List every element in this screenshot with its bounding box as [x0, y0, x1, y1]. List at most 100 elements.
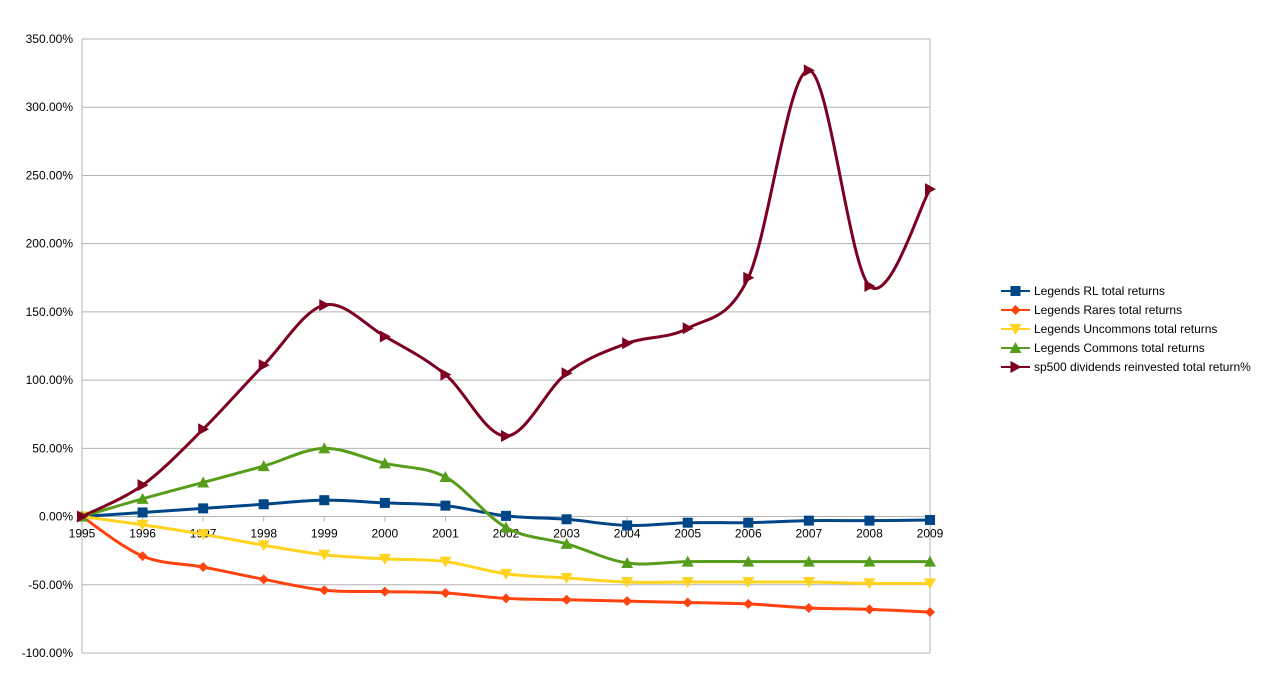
data-point-legends-rares-total-returns — [561, 594, 572, 605]
data-point-legends-commons-total-returns — [621, 556, 634, 568]
data-point-legends-rares-total-returns — [803, 602, 814, 613]
data-point-legends-uncommons-total-returns — [924, 578, 936, 590]
y-tick-label: 250.00% — [26, 168, 74, 182]
data-point-legends-uncommons-total-returns — [621, 577, 634, 589]
data-point-sp500-dividends-reinvested-total-return — [925, 183, 936, 196]
y-tick-label: -100.00% — [22, 646, 74, 660]
legend-entry-legends-rares-total-returns: Legends Rares total returns — [1001, 303, 1182, 317]
data-point-legends-uncommons-total-returns — [197, 529, 210, 541]
data-point-legends-rl-total-returns — [440, 500, 451, 511]
legend-entry-legends-uncommons-total-returns: Legends Uncommons total returns — [1001, 322, 1217, 336]
x-tick-label: 1999 — [311, 527, 338, 541]
legend-label: Legends Commons total returns — [1034, 341, 1205, 355]
data-point-legends-rares-total-returns — [379, 586, 390, 597]
data-point-legends-commons-total-returns — [681, 555, 694, 567]
y-tick-label: 350.00% — [26, 32, 74, 46]
data-point-legends-rl-total-returns — [864, 515, 875, 526]
legend-marker — [1009, 324, 1022, 335]
data-point-legends-rl-total-returns — [379, 497, 390, 508]
data-point-legends-rl-total-returns — [803, 515, 814, 526]
data-point-legends-rares-total-returns — [501, 593, 511, 604]
data-point-legends-rares-total-returns — [258, 574, 269, 585]
legend-entry-legends-commons-total-returns: Legends Commons total returns — [1001, 341, 1205, 355]
data-point-legends-uncommons-total-returns — [257, 540, 270, 552]
data-point-legends-rl-total-returns — [743, 517, 754, 528]
data-point-legends-rl-total-returns — [925, 514, 935, 525]
data-point-legends-rares-total-returns — [743, 598, 754, 609]
data-point-legends-rl-total-returns — [137, 507, 148, 518]
legend-entry-sp500-dividends-reinvested-total-return: sp500 dividends reinvested total return% — [1001, 360, 1251, 374]
x-tick-label: 2006 — [735, 527, 762, 541]
y-tick-label: 150.00% — [26, 305, 74, 319]
x-tick-label: 2000 — [372, 527, 399, 541]
data-point-legends-commons-total-returns — [863, 555, 876, 567]
data-point-legends-rl-total-returns — [198, 503, 209, 514]
data-point-sp500-dividends-reinvested-total-return — [561, 367, 573, 380]
data-point-legends-rares-total-returns — [925, 607, 935, 618]
x-tick-label: 1995 — [69, 527, 96, 541]
data-point-legends-uncommons-total-returns — [378, 553, 391, 565]
series-line-legends-commons-total-returns — [80, 446, 932, 566]
y-tick-label: 0.00% — [39, 510, 73, 524]
x-tick-label: 2004 — [614, 527, 641, 541]
data-point-legends-uncommons-total-returns — [681, 577, 694, 589]
data-point-legends-commons-total-returns — [802, 555, 815, 567]
data-point-legends-uncommons-total-returns — [136, 519, 149, 531]
data-point-legends-rl-total-returns — [622, 520, 633, 531]
data-point-sp500-dividends-reinvested-total-return — [137, 479, 149, 492]
data-point-legends-commons-total-returns — [742, 555, 755, 567]
legend: Legends RL total returns Legends Rares to… — [1001, 284, 1251, 374]
data-point-sp500-dividends-reinvested-total-return — [77, 510, 88, 523]
legend-label: Legends Rares total returns — [1034, 303, 1182, 317]
data-point-legends-rl-total-returns — [258, 499, 269, 510]
data-point-legends-rl-total-returns — [501, 510, 511, 521]
series-sp500-dividends-reinvested-total-return — [77, 64, 936, 523]
legend-marker — [1010, 361, 1022, 373]
data-point-legends-rl-total-returns — [682, 517, 693, 528]
x-tick-label: 1998 — [250, 527, 277, 541]
data-point-legends-rares-total-returns — [319, 585, 330, 596]
data-point-legends-rares-total-returns — [682, 597, 693, 608]
legend-marker — [1010, 286, 1021, 296]
x-tick-label: 2007 — [796, 527, 823, 541]
data-point-sp500-dividends-reinvested-total-return — [379, 330, 391, 343]
data-point-legends-commons-total-returns — [500, 521, 512, 533]
legend-marker — [1009, 342, 1022, 353]
data-point-legends-commons-total-returns — [924, 555, 936, 567]
data-point-legends-uncommons-total-returns — [742, 577, 755, 589]
data-point-sp500-dividends-reinvested-total-return — [440, 368, 452, 381]
data-point-legends-uncommons-total-returns — [318, 549, 331, 561]
data-point-legends-commons-total-returns — [439, 470, 452, 482]
data-point-legends-commons-total-returns — [318, 442, 331, 454]
data-point-legends-rares-total-returns — [198, 562, 209, 573]
data-point-sp500-dividends-reinvested-total-return — [803, 64, 815, 77]
x-tick-label: 2001 — [432, 527, 459, 541]
data-point-legends-rares-total-returns — [440, 587, 451, 598]
y-tick-label: 300.00% — [26, 100, 74, 114]
series-lines — [76, 64, 936, 618]
data-point-legends-commons-total-returns — [136, 492, 149, 504]
legend-label: Legends Uncommons total returns — [1034, 322, 1217, 336]
data-point-legends-rl-total-returns — [561, 514, 572, 525]
series-legends-rl-total-returns — [77, 495, 935, 531]
data-point-legends-rl-total-returns — [319, 495, 330, 506]
y-tick-label: -50.00% — [28, 578, 73, 592]
x-tick-label: 2005 — [674, 527, 701, 541]
axes: -100.00% -50.00% 0.00% 50.00% 100.00% 150.00%… — [22, 32, 944, 660]
data-point-sp500-dividends-reinvested-total-return — [743, 271, 755, 284]
data-point-legends-rares-total-returns — [622, 596, 633, 607]
data-point-legends-uncommons-total-returns — [802, 577, 815, 589]
data-point-sp500-dividends-reinvested-total-return — [622, 337, 634, 350]
data-point-legends-uncommons-total-returns — [500, 568, 512, 580]
data-point-sp500-dividends-reinvested-total-return — [864, 279, 876, 292]
data-point-legends-uncommons-total-returns — [863, 578, 876, 590]
data-point-legends-rares-total-returns — [137, 551, 148, 562]
data-point-legends-commons-total-returns — [378, 457, 391, 469]
x-tick-label: 2009 — [917, 527, 944, 541]
data-point-legends-commons-total-returns — [257, 460, 270, 472]
legend-entry-legends-rl-total-returns: Legends RL total returns — [1001, 284, 1165, 298]
legend-label: sp500 dividends reinvested total return% — [1034, 360, 1251, 374]
data-point-legends-commons-total-returns — [560, 537, 573, 549]
